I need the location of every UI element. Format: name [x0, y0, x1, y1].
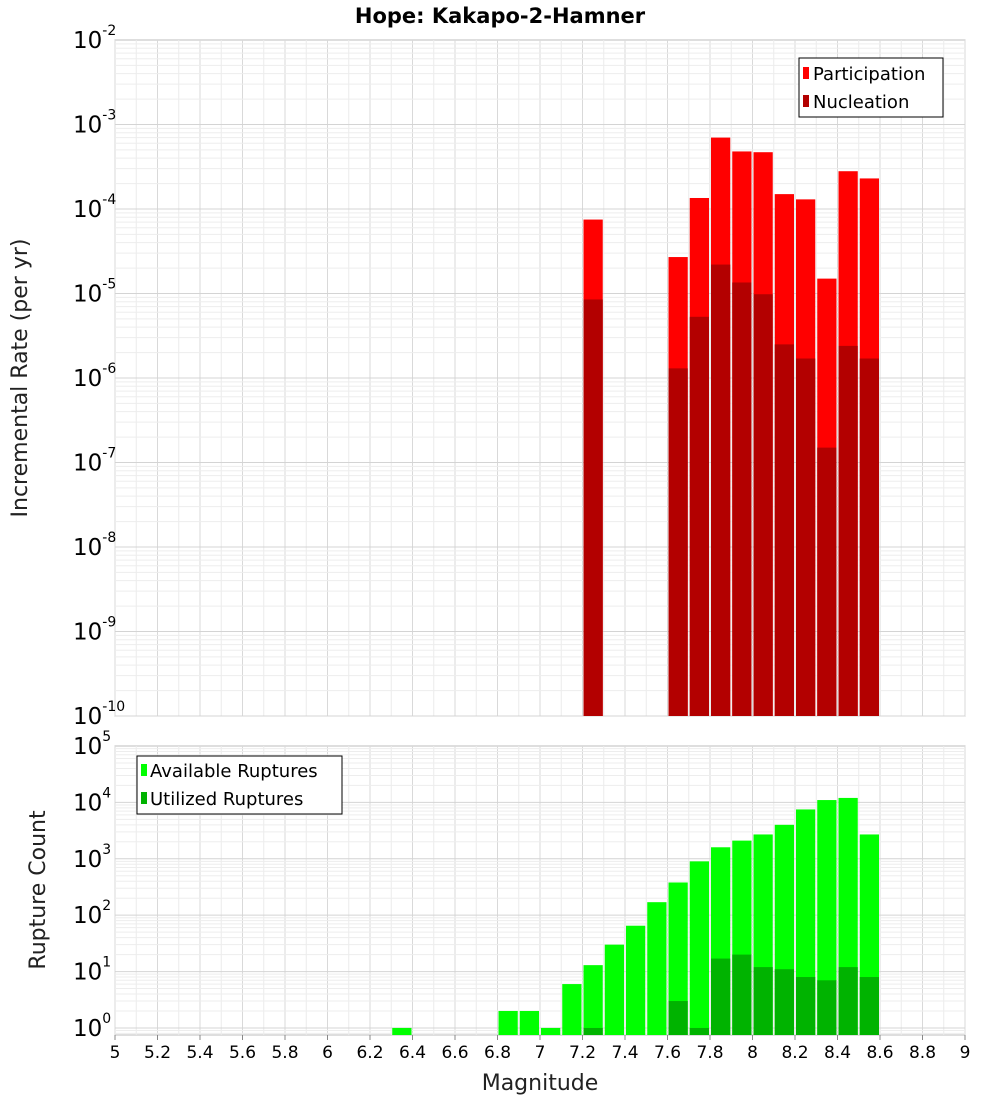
top-nucleation-bar [668, 368, 688, 716]
nucleation-legend-swatch [803, 95, 809, 107]
top-y-tick-labels: 10-2 10-3 10-4 10-5 10-6 10-7 10-8 10-9 10-10 [73, 23, 125, 730]
bottom-available-ruptures-bar [541, 1027, 561, 1035]
chart-title: Hope: Kakapo-2-Hamner [355, 4, 646, 28]
x-tick-label: 5 [110, 1043, 121, 1063]
rupture-count-chart-panel: 105 104 103 102 101 100 Rupture Count Availab… [26, 729, 970, 1096]
bottom-y-tick-labels: 105 104 103 102 101 100 [73, 729, 111, 1042]
y-tick-label: 100 [73, 1011, 111, 1042]
x-tick-label: 6.4 [399, 1043, 426, 1063]
utilized-legend-swatch [141, 792, 147, 804]
y-tick-label: 10-5 [73, 277, 116, 308]
top-legend-box [798, 57, 944, 118]
bottom-utilized-ruptures-bar [859, 977, 879, 1035]
x-tick-label: 5.8 [271, 1043, 298, 1063]
x-tick-label: 5.2 [144, 1043, 171, 1063]
x-tick-label: 5.6 [229, 1043, 256, 1063]
y-tick-label: 10-3 [73, 108, 116, 139]
bottom-utilized-ruptures-bar [753, 967, 773, 1035]
top-nucleation-bar [817, 447, 837, 716]
top-nucleation-bar [753, 294, 773, 716]
bottom-utilized-ruptures-bar [774, 969, 794, 1035]
y-tick-label: 104 [73, 785, 111, 816]
bottom-available-ruptures-bar [817, 800, 837, 1035]
top-nucleation-bar [838, 345, 858, 716]
x-tick-label: 6 [322, 1043, 333, 1063]
top-nucleation-bar [796, 358, 816, 716]
top-nucleation-bar [711, 264, 731, 716]
y-tick-label: 103 [73, 842, 111, 873]
y-tick-label: 10-4 [73, 192, 116, 223]
top-nucleation-bar [859, 358, 879, 716]
top-nucleation-bar [774, 344, 794, 716]
bottom-bars [392, 797, 879, 1035]
y-tick-label: 102 [73, 898, 111, 929]
bottom-legend: Available Ruptures Utilized Ruptures [136, 755, 343, 815]
nucleation-legend-label: Nucleation [813, 92, 909, 113]
participation-legend-label: Participation [813, 64, 925, 85]
bottom-utilized-ruptures-bar [689, 1027, 709, 1035]
participation-legend-swatch [803, 67, 809, 79]
y-tick-label: 10-7 [73, 446, 116, 477]
bottom-available-ruptures-bar [626, 925, 646, 1035]
top-bars [583, 137, 879, 717]
y-tick-label: 10-10 [73, 699, 125, 730]
bottom-available-ruptures-bar [689, 861, 709, 1035]
bottom-utilized-ruptures-bar [732, 954, 752, 1035]
top-grid [114, 40, 966, 717]
bottom-available-ruptures-bar [392, 1027, 412, 1035]
top-nucleation-bar [732, 282, 752, 716]
utilized-legend-label: Utilized Ruptures [150, 789, 303, 810]
participation-chart-panel: 10-2 10-3 10-4 10-5 10-6 10-7 10-8 10-9 10-10 Ho… [8, 4, 966, 730]
bottom-utilized-ruptures-bar [668, 1001, 688, 1035]
x-tick-label: 7.4 [611, 1043, 638, 1063]
bottom-available-ruptures-bar [498, 1010, 518, 1035]
x-tick-label: 7 [535, 1043, 546, 1063]
bottom-y-axis-label: Rupture Count [26, 810, 51, 970]
x-tick-label: 6.8 [484, 1043, 511, 1063]
available-legend-label: Available Ruptures [150, 761, 318, 782]
x-tick-label: 8.4 [824, 1043, 851, 1063]
top-nucleation-bar [583, 299, 603, 716]
x-tick-label: 7.2 [569, 1043, 596, 1063]
bottom-legend-box [136, 755, 343, 815]
bottom-available-ruptures-bar [519, 1010, 539, 1035]
x-tick-label: 8.2 [781, 1043, 808, 1063]
bottom-utilized-ruptures-bar [838, 967, 858, 1035]
bottom-utilized-ruptures-bar [583, 1027, 603, 1035]
bottom-available-ruptures-bar [583, 965, 603, 1035]
y-tick-label: 10-9 [73, 615, 116, 646]
x-tick-label: 8.8 [909, 1043, 936, 1063]
bottom-utilized-ruptures-bar [796, 977, 816, 1035]
bottom-available-ruptures-bar [604, 944, 624, 1035]
x-tick-label: 5.4 [186, 1043, 213, 1063]
y-tick-label: 10-8 [73, 530, 116, 561]
x-tick-label: 6.6 [441, 1043, 468, 1063]
bottom-utilized-ruptures-bar [711, 958, 731, 1035]
y-tick-label: 10-6 [73, 361, 116, 392]
x-tick-label: 9 [960, 1043, 971, 1063]
x-tick-label: 6.2 [356, 1043, 383, 1063]
y-tick-label: 10-2 [73, 23, 116, 54]
x-tick-label: 7.6 [654, 1043, 681, 1063]
top-y-axis-label: Incremental Rate (per yr) [8, 239, 33, 518]
x-tick-label: 8.6 [866, 1043, 893, 1063]
top-legend: Participation Nucleation [798, 57, 944, 118]
bottom-utilized-ruptures-bar [817, 980, 837, 1035]
bottom-available-ruptures-bar [647, 902, 667, 1035]
available-legend-swatch [141, 764, 147, 776]
bottom-available-ruptures-bar [668, 882, 688, 1035]
y-tick-label: 105 [73, 729, 111, 760]
top-nucleation-bar [689, 316, 709, 716]
y-tick-label: 101 [73, 955, 111, 986]
x-tick-label: 7.8 [696, 1043, 723, 1063]
bottom-available-ruptures-bar [562, 984, 582, 1035]
x-tick-label: 8 [747, 1043, 758, 1063]
x-axis-label: Magnitude [482, 1071, 599, 1096]
x-tick-labels: 5 5.2 5.4 5.6 5.8 6 6.2 6.4 6.6 6.8 7 7.2 7.4 7.6 7.8 8… [110, 1035, 971, 1063]
